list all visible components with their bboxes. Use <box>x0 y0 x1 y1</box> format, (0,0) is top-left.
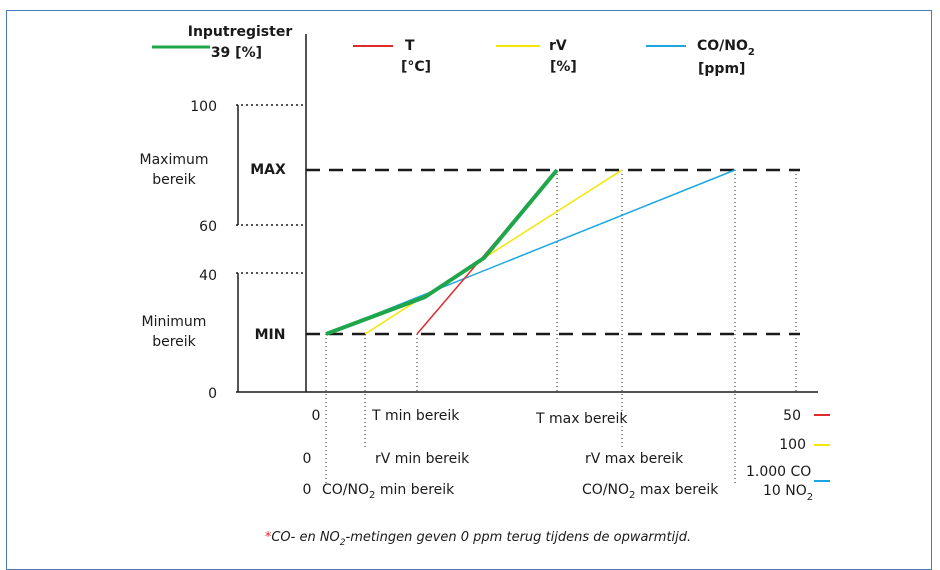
y-ticks <box>236 104 306 274</box>
x-zero-t: 0 <box>312 408 321 424</box>
x-label-t-max: T max bereik <box>535 411 628 427</box>
y-tick-label-40: 40 <box>199 268 217 284</box>
x-label-co-min: CO/NO2 min bereik <box>322 482 455 501</box>
line-rv <box>364 169 623 335</box>
x-end-rv: 100 <box>779 437 806 453</box>
legend-t-line1: T <box>405 38 415 54</box>
legend-t-line2: [°C] <box>401 59 431 75</box>
legend-input-line2: 39 [%] <box>211 45 262 61</box>
legend-co-line1: CO/NO2 <box>697 38 755 58</box>
min-label: MIN <box>255 327 286 343</box>
legend-rv-line2: [%] <box>550 59 577 75</box>
x-label-co-max: CO/NO2 max bereik <box>582 482 719 501</box>
x-zero-rv: 0 <box>303 451 312 467</box>
max-label: MAX <box>250 162 286 178</box>
x-end-co-line2: 10 NO2 <box>763 483 813 503</box>
x-guides <box>325 170 797 486</box>
x-zero-co: 0 <box>303 482 312 498</box>
min-range-label-1: Minimum <box>142 314 207 330</box>
legend: Inputregister 39 [%] T [°C] rV [%] CO/NO… <box>152 24 755 77</box>
y-tick-label-100: 100 <box>190 99 217 115</box>
min-range-label-2: bereik <box>152 334 196 350</box>
x-label-rv-max: rV max bereik <box>585 451 684 467</box>
line-input <box>325 168 559 336</box>
legend-rv-line1: rV <box>549 38 567 54</box>
x-end-t: 50 <box>783 408 801 424</box>
legend-input-line1: Inputregister <box>188 24 293 40</box>
y-tick-label-0: 0 <box>208 386 217 402</box>
footnote: *CO- en NO2-metingen geven 0 ppm terug t… <box>265 530 691 545</box>
x-end-co-line1: 1.000 CO <box>746 464 811 480</box>
x-label-rv-min: rV min bereik <box>375 451 470 467</box>
y-tick-label-60: 60 <box>199 219 217 235</box>
legend-co-line2: [ppm] <box>698 61 745 77</box>
x-label-t-min: T min bereik <box>371 408 460 424</box>
max-range-label-1: Maximum <box>140 152 209 168</box>
chart-diagram: Inputregister 39 [%] T [°C] rV [%] CO/NO… <box>140 24 830 545</box>
max-range-label-2: bereik <box>152 172 196 188</box>
